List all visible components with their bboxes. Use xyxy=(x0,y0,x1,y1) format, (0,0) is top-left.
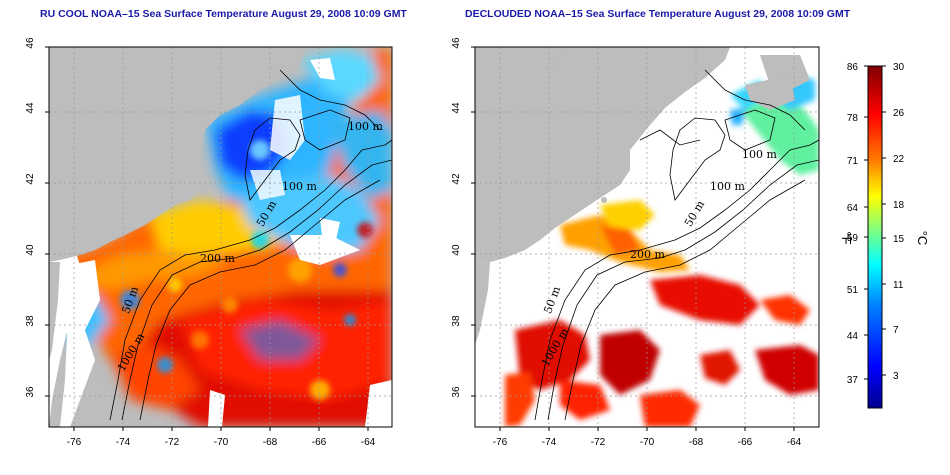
right-lon-tick: -68 xyxy=(689,437,704,448)
colorbar-c-tick: 26 xyxy=(893,108,905,119)
right-lon-tick: -74 xyxy=(542,437,557,448)
left-lon-tick: -72 xyxy=(165,437,180,448)
left-map-panel: 100 m 100 m 50 m 200 m 50 m 1000 m -76 -… xyxy=(25,37,393,448)
colorbar-f-tick: 78 xyxy=(847,113,859,124)
colorbar-f-tick: 51 xyxy=(847,285,859,296)
right-lon-tick: -70 xyxy=(640,437,655,448)
left-lon-tick: -74 xyxy=(116,437,131,448)
left-lat-tick: 44 xyxy=(25,102,36,114)
left-lon-tick: -66 xyxy=(312,437,327,448)
colorbar-f-tick: 86 xyxy=(847,62,859,73)
right-lon-tick: -72 xyxy=(591,437,606,448)
colorbar-c-tick: 22 xyxy=(893,154,905,165)
colorbar-c-tick: 18 xyxy=(893,200,905,211)
right-lon-tick: -76 xyxy=(493,437,508,448)
left-lat-tick: 40 xyxy=(25,244,36,256)
colorbar-f-tick: 44 xyxy=(847,331,859,342)
right-lon-tick: -64 xyxy=(787,437,802,448)
right-contour-label-100m-b: 100 m xyxy=(710,180,745,193)
right-map-image xyxy=(475,47,819,427)
right-lon-tick: -66 xyxy=(738,437,753,448)
right-lat-tick: 38 xyxy=(451,315,462,327)
colorbar-c-tick: 3 xyxy=(893,371,899,382)
colorbar-f-tick: 59 xyxy=(847,233,859,244)
colorbar-c-unit: °C xyxy=(915,231,930,246)
colorbar-c-tick: 30 xyxy=(893,62,905,73)
left-map-image xyxy=(49,47,392,427)
left-contour-label-100m-a: 100 m xyxy=(348,120,383,133)
right-map-panel: 100 m 100 m 50 m 200 m 50 m 1000 m -76 -… xyxy=(451,37,820,448)
colorbar-f-tick: 37 xyxy=(847,375,859,386)
right-lat-tick: 40 xyxy=(451,244,462,256)
colorbar-c-tick: 7 xyxy=(893,325,899,336)
colorbar: 86 78 71 64 59 51 44 37 30 26 22 18 15 1… xyxy=(839,62,930,409)
right-panel-title: DECLOUDED NOAA–15 Sea Surface Temperatur… xyxy=(465,8,851,20)
left-lat-tick: 36 xyxy=(25,386,36,398)
colorbar-f-tick: 71 xyxy=(847,156,859,167)
right-lat-tick: 44 xyxy=(451,102,462,114)
colorbar-gradient xyxy=(867,65,883,409)
left-lon-tick: -64 xyxy=(361,437,376,448)
left-contour-label-100m-b: 100 m xyxy=(282,180,317,193)
left-lon-tick: -76 xyxy=(67,437,82,448)
left-contour-label-200m: 200 m xyxy=(200,252,235,265)
left-lat-tick: 38 xyxy=(25,315,36,327)
left-lat-tick: 42 xyxy=(25,173,36,185)
right-contour-label-200m: 200 m xyxy=(630,248,665,261)
right-lat-tick: 46 xyxy=(451,37,462,49)
right-lat-tick: 36 xyxy=(451,386,462,398)
right-contour-label-100m-a: 100 m xyxy=(742,148,777,161)
colorbar-c-tick: 15 xyxy=(893,234,905,245)
right-lat-tick: 42 xyxy=(451,173,462,185)
colorbar-c-tick: 11 xyxy=(893,280,904,291)
left-lon-tick: -70 xyxy=(214,437,229,448)
colorbar-f-tick: 64 xyxy=(847,203,859,214)
left-lon-tick: -68 xyxy=(263,437,278,448)
left-panel-title: RU COOL NOAA–15 Sea Surface Temperature … xyxy=(40,8,407,20)
colorbar-f-unit: °F xyxy=(839,231,854,244)
left-lat-tick: 46 xyxy=(25,37,36,49)
